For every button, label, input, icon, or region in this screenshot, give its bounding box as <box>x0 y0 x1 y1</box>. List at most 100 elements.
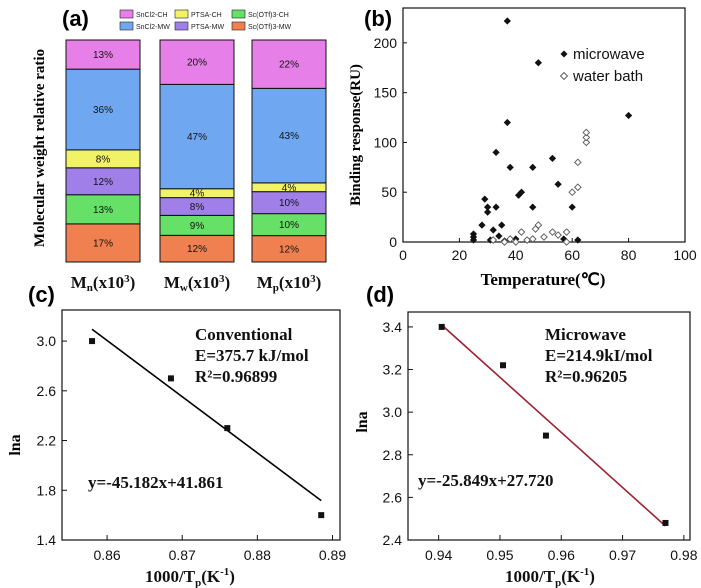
legend-swatch <box>174 9 189 19</box>
bar-value-label: 4% <box>282 183 297 194</box>
bar-value-label: 10% <box>279 220 299 231</box>
water-bath-point <box>489 236 498 244</box>
water-bath-point <box>548 228 557 236</box>
microwave-point <box>492 203 500 211</box>
water-bath-point <box>534 221 543 229</box>
y-tick-label: 2.6 <box>383 489 403 505</box>
bar-value-label: 20% <box>187 58 207 69</box>
x-tick-label: 60 <box>564 247 580 263</box>
microwave-point <box>517 188 526 196</box>
water-bath-point <box>568 188 577 197</box>
water-bath-point <box>582 133 591 142</box>
panel-d-axes: 0.94 0.95 0.96 0.97 0.98 2.4 2.6 2.8 3.0 3.2 3.4 <box>383 311 698 563</box>
annotation-line: R²=0.96899 <box>195 367 277 386</box>
legend-label: SnCl2-MW <box>136 24 170 31</box>
y-tick-label: 200 <box>374 35 398 51</box>
microwave-point <box>534 59 542 67</box>
legend-swatch <box>231 21 246 31</box>
water-bath-point <box>582 138 591 147</box>
bar-segment <box>159 83 235 190</box>
bar-value-label: 17% <box>93 238 113 249</box>
panel-d-plot <box>438 323 669 527</box>
legend-label: Sc(OTf)3-CH <box>248 12 289 19</box>
microwave-point <box>469 230 478 238</box>
bar-value-label: 43% <box>279 131 299 142</box>
microwave-point <box>503 17 511 25</box>
microwave-point <box>506 163 514 171</box>
panel-a-stacked-bar-chart: (a) Molecular weight relative ratio SnCl… <box>32 6 327 294</box>
bar-segment <box>65 223 141 263</box>
y-tick-label: 2.8 <box>383 447 403 463</box>
water-bath-point <box>554 231 562 239</box>
fit-equation: y=-45.182x+41.861 <box>88 473 224 492</box>
x-tick-label: 0.98 <box>670 547 697 563</box>
x-tick-label: 100 <box>673 247 697 263</box>
panel-d-letter: (d) <box>366 282 394 307</box>
microwave-point <box>529 203 537 211</box>
water-bath-point <box>562 238 571 246</box>
panel-d-x-axis-label: 1000/Tp(K-1) <box>505 566 595 588</box>
panel-a-letter: (a) <box>62 6 89 31</box>
bar-value-label: 8% <box>96 154 111 165</box>
microwave-point <box>503 118 511 127</box>
x-tick-label: 0.96 <box>548 547 575 563</box>
legend-label: SnCl2-CH <box>136 12 168 19</box>
water-bath-point <box>582 128 591 137</box>
bar-value-label: 22% <box>279 60 299 71</box>
y-tick-label: 2.2 <box>37 433 57 449</box>
bar-segment <box>65 39 141 70</box>
plot-frame <box>407 311 691 541</box>
annotation-line: Conventional <box>195 325 293 344</box>
y-tick-label: 2.4 <box>383 532 403 548</box>
fit-line <box>441 324 667 527</box>
bar-segment <box>65 68 141 151</box>
panel-c-y-axis-label: lna <box>7 434 24 455</box>
annotation-line: R²=0.96205 <box>545 367 627 386</box>
y-tick-label: 3.0 <box>383 404 403 420</box>
microwave-point <box>481 195 489 203</box>
water-bath-point <box>517 228 526 236</box>
bar-segment <box>159 39 235 85</box>
bar-value-label: 12% <box>279 244 299 255</box>
microwave-point <box>478 221 486 229</box>
legend-label: PTSA-CH <box>191 12 222 19</box>
y-tick-label: 0 <box>389 234 397 250</box>
panel-d-annotations: Microwave E=214.9kI/mol R²=0.96205 y=-25.84… <box>418 325 653 490</box>
data-point <box>542 432 549 439</box>
panel-a-legend: SnCl2-CH PTSA-CH Sc(OTf)3-CH SnCl2-MW PTSA-M… <box>119 9 292 31</box>
data-point <box>500 362 507 369</box>
panel-a-bars: 17% 13% 12% 8% 36% 13% 12% 9% 8% 4% 47% 20% 12% 10% 10… <box>65 39 327 263</box>
panel-b-axes: 0 20 40 60 80 100 0 50 100 150 200 <box>374 7 697 263</box>
bar-value-label: 9% <box>190 221 205 232</box>
x-tick-label: 0.89 <box>319 547 346 563</box>
bar-value-label: 4% <box>190 189 205 200</box>
y-tick-label: 150 <box>374 85 398 101</box>
panel-b-letter: (b) <box>364 6 392 31</box>
annotation-line: E=375.7 kJ/mol <box>195 346 309 365</box>
data-point <box>662 519 669 526</box>
legend-marker-water-bath <box>559 71 569 81</box>
water-bath-point <box>506 235 514 243</box>
bar-segment <box>251 235 327 263</box>
legend-label-water-bath: water bath <box>572 68 643 85</box>
x-tick-label: Mn(x103) <box>71 273 136 294</box>
y-tick-label: 3.0 <box>37 333 57 349</box>
panel-c-axes: 0.86 0.87 0.88 0.89 1.4 1.8 2.2 2.6 3.0 <box>37 309 346 563</box>
panel-a-y-axis-label: Molecular weight relative ratio <box>32 49 48 247</box>
microwave-point <box>495 232 503 240</box>
microwave-point <box>492 148 500 157</box>
annotation-line: Microwave <box>545 325 626 344</box>
x-axis-label-text: 1000/Tp(K-1) <box>145 566 235 588</box>
legend-swatch <box>119 21 134 31</box>
bar-segment <box>251 87 327 184</box>
water-bath-point <box>562 228 571 236</box>
y-tick-label: 3.4 <box>383 319 403 335</box>
panel-d-arrhenius-plot: (d) lna 1000/Tp(K-1) 0.94 0.95 0.96 0.97 0.9… <box>354 282 698 588</box>
water-bath-point <box>528 235 537 243</box>
y-tick-label: 3.2 <box>383 362 403 378</box>
x-tick-label: 0.95 <box>486 547 513 563</box>
plot-frame <box>61 309 341 541</box>
panel-c-letter: (c) <box>28 282 55 307</box>
plot-frame <box>402 7 686 243</box>
